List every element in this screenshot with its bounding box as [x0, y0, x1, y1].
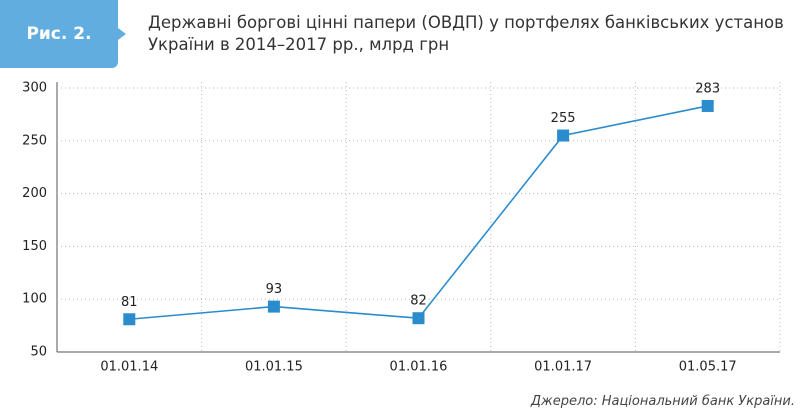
y-tick-label: 100 [22, 292, 47, 307]
y-tick-label: 300 [22, 81, 47, 96]
chart-title: Державні боргові цінні папери (ОВДП) у п… [148, 13, 784, 54]
data-label: 81 [121, 295, 138, 310]
data-label: 255 [551, 111, 576, 126]
marker [267, 300, 280, 313]
marker [557, 129, 570, 142]
x-tick-label: 01.01.16 [390, 360, 448, 375]
data-label: 93 [266, 282, 283, 297]
y-tick-label: 250 [22, 133, 47, 148]
y-tick-label: 50 [30, 345, 47, 360]
y-tick-label: 150 [22, 239, 47, 254]
x-tick-label: 01.01.15 [245, 360, 303, 375]
data-label: 283 [695, 81, 720, 96]
source-note: Джерело: Національний банк України. [530, 394, 795, 409]
x-tick-label: 01.01.17 [534, 360, 592, 375]
badge-arrow [118, 28, 126, 40]
line-series [129, 105, 708, 321]
figure-label: Рис. 2. [0, 0, 118, 68]
x-tick-label: 01.05.17 [679, 360, 737, 375]
marker [123, 313, 136, 326]
y-tick-label: 200 [22, 186, 47, 201]
data-label: 82 [410, 294, 427, 309]
marker [412, 312, 425, 325]
marker [701, 99, 714, 112]
x-tick-label: 01.01.14 [100, 360, 158, 375]
